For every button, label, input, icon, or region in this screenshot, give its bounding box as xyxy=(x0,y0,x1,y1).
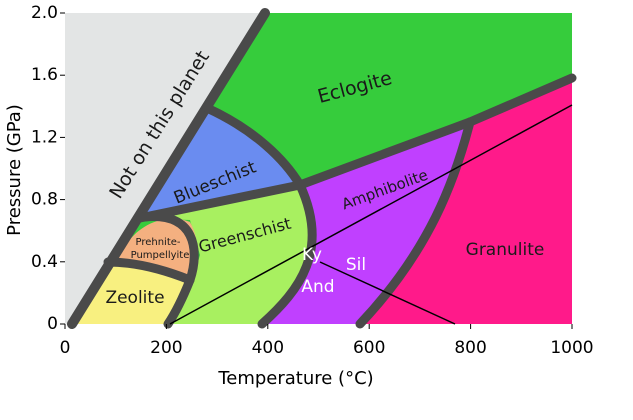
boundary xyxy=(257,180,317,329)
mineral-label: Sil xyxy=(346,255,366,275)
x-tick-label: 200 xyxy=(150,338,182,358)
x-tick-label: 800 xyxy=(454,338,486,358)
y-tick-label: 0.4 xyxy=(31,252,58,272)
boundary xyxy=(135,180,305,223)
region-prehnite-pumpellyite xyxy=(110,218,198,280)
sil-ky-boundary xyxy=(319,261,456,325)
y-tick-label: 1.6 xyxy=(31,65,58,85)
region-label: Pumpellyite xyxy=(131,250,190,261)
x-tick-label: 1000 xyxy=(550,338,593,358)
region-label: Granulite xyxy=(466,240,545,260)
region-label: Prehnite- xyxy=(135,237,180,248)
y-tick-label: 0 xyxy=(47,314,58,334)
y-axis-title: Pressure (GPa) xyxy=(4,104,25,236)
boundaries xyxy=(67,8,577,329)
boundary xyxy=(202,103,305,190)
x-tick-label: 400 xyxy=(252,338,284,358)
boundary xyxy=(355,117,475,329)
region-greenschist xyxy=(140,185,313,324)
y-tick-label: 2.0 xyxy=(31,3,58,23)
region-amphibolite xyxy=(262,122,470,324)
y-tick-label: 0.8 xyxy=(31,190,58,210)
x-axis-title: Temperature (°C) xyxy=(217,368,373,389)
mineral-labels: Ky Sil And xyxy=(301,245,366,297)
geotherm xyxy=(169,104,573,325)
y-tick-label: 1.2 xyxy=(31,127,58,147)
x-tick-label: 0 xyxy=(60,338,71,358)
region-label: Zeolite xyxy=(105,288,164,308)
x-tick-label: 600 xyxy=(353,338,385,358)
mineral-label: Ky xyxy=(302,245,322,265)
mineral-label: And xyxy=(301,277,334,297)
boundary xyxy=(103,257,195,285)
boundary xyxy=(67,8,270,329)
